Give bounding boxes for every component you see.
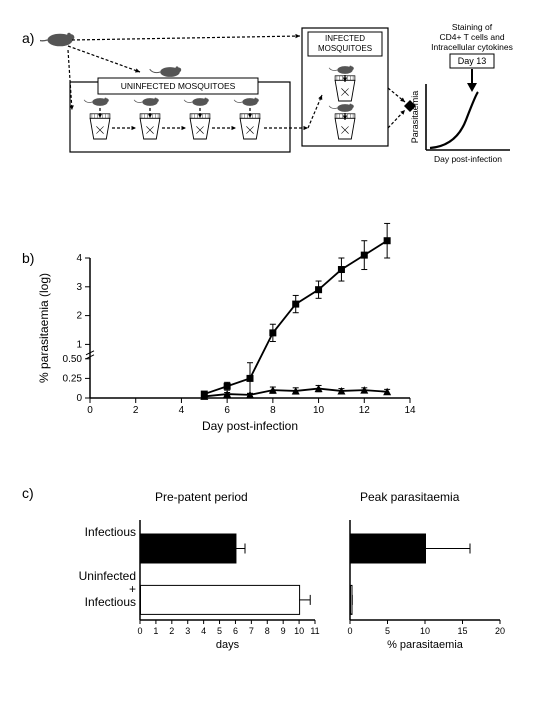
c-x-ticklabel: 2 — [169, 626, 174, 636]
c-x-ticklabel: 3 — [185, 626, 190, 636]
c-x-ticklabel: 11 — [310, 626, 319, 636]
c-x-ticklabel: 6 — [233, 626, 238, 636]
c-x-ticklabel: 15 — [457, 626, 467, 636]
c-x-ticklabel: 0 — [347, 626, 352, 636]
c-x-ticklabel: 20 — [495, 626, 505, 636]
bar-Infectious — [141, 534, 236, 563]
bar-Infectious — [351, 534, 426, 563]
c-x-ticklabel: 10 — [420, 626, 430, 636]
panel-c-svg: 0 1 2 3 4 5 6 7 8 9 10 11 days 0 5 10 15 20 % parasitaemia — [0, 0, 540, 720]
c-x-ticklabel: 7 — [249, 626, 254, 636]
c-x-ticklabel: 9 — [281, 626, 286, 636]
c-x-ticklabel: 4 — [201, 626, 206, 636]
c-x-ticklabel: 8 — [265, 626, 270, 636]
c-x-ticklabel: 5 — [217, 626, 222, 636]
c-x-ticklabel: 10 — [294, 626, 304, 636]
c-x-ticklabel: 1 — [153, 626, 158, 636]
c-x-ticklabel: 0 — [137, 626, 142, 636]
c-x-title: % parasitaemia — [387, 639, 464, 651]
c-x-title: days — [216, 639, 240, 651]
bar-Uninfected + Infectious — [141, 585, 300, 614]
c-x-ticklabel: 5 — [385, 626, 390, 636]
